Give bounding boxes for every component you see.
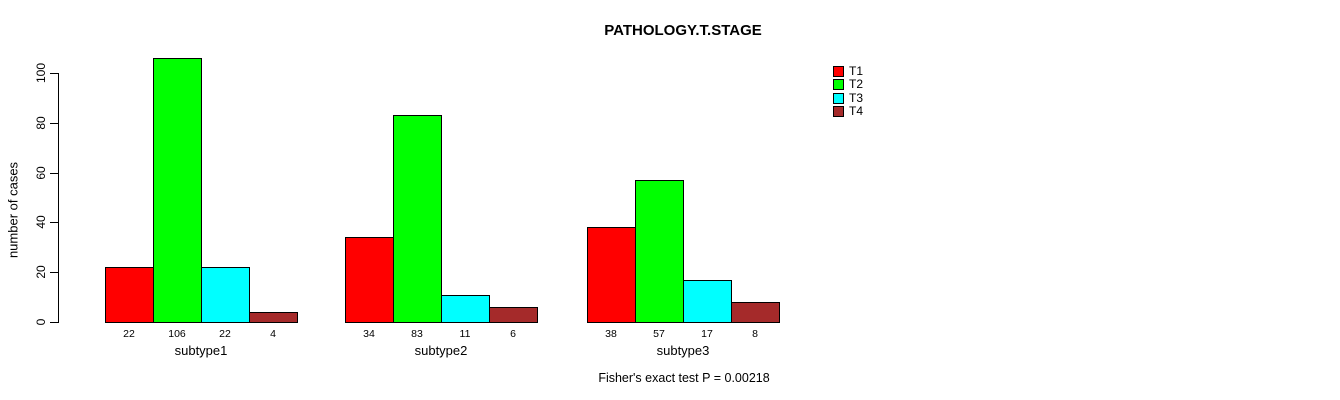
bar-value-label: 6 [510, 328, 516, 340]
legend-swatch-t4 [833, 105, 844, 117]
y-tick [50, 73, 58, 74]
legend-label-t1: T1 [849, 64, 864, 78]
bar-t1-subtype3 [587, 227, 636, 323]
bar-value-label: 4 [270, 328, 276, 340]
bar-t1-subtype2 [345, 237, 394, 323]
bar-value-label: 38 [605, 328, 617, 340]
bar-value-label: 34 [363, 328, 375, 340]
legend-swatch-t1 [833, 66, 844, 77]
y-tick [50, 172, 58, 174]
bar-t3-subtype1 [201, 267, 250, 323]
bar-value-label: 106 [168, 328, 186, 340]
legend-label-t3: T3 [849, 90, 864, 105]
bar-value-label: 17 [701, 328, 713, 340]
y-tick-label: 60 [34, 165, 48, 180]
y-tick-label: 40 [34, 215, 48, 230]
y-tick [50, 122, 58, 124]
y-tick-label: 100 [34, 62, 48, 84]
legend-label-t2: T2 [849, 77, 864, 92]
bar-t1-subtype1 [105, 267, 154, 323]
y-tick [50, 222, 58, 224]
bar-t4-subtype3 [731, 302, 780, 323]
bar-t4-subtype1 [249, 312, 298, 323]
y-tick [50, 272, 58, 274]
category-label-subtype1: subtype1 [174, 343, 228, 358]
y-tick-label: 20 [34, 265, 48, 279]
bar-value-label: 83 [411, 328, 423, 340]
y-axis-line [58, 73, 59, 323]
bar-value-label: 22 [219, 328, 231, 340]
bar-t2-subtype3 [635, 180, 684, 323]
bar-t2-subtype1 [153, 58, 202, 323]
bar-value-label: 11 [459, 328, 471, 340]
bar-value-label: 8 [752, 328, 758, 340]
fisher-test-annotation: Fisher's exact test P = 0.00218 [598, 371, 770, 385]
bar-t3-subtype2 [441, 295, 490, 323]
legend-swatch-t3 [833, 92, 844, 104]
y-tick [50, 322, 58, 323]
bar-t4-subtype2 [489, 307, 538, 323]
y-tick-label: 0 [34, 318, 48, 326]
category-label-subtype2: subtype2 [414, 343, 468, 358]
bar-t2-subtype2 [393, 115, 442, 323]
y-tick-label: 80 [34, 116, 48, 130]
legend-label-t4: T4 [849, 103, 864, 118]
bar-value-label: 22 [123, 328, 135, 340]
bar-value-label: 57 [653, 328, 665, 340]
legend-swatch-t2 [833, 79, 844, 91]
category-label-subtype3: subtype3 [656, 343, 710, 358]
bar-t3-subtype3 [683, 280, 732, 323]
chart-title: PATHOLOGY.T.STAGE [604, 22, 762, 39]
